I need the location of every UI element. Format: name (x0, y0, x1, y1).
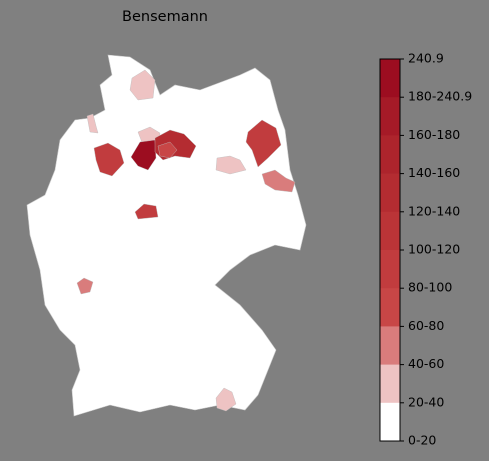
district (157, 141, 178, 159)
country-outline (26, 54, 307, 417)
colorbar-segment (380, 211, 400, 251)
colorbar-label: 80-100 (408, 280, 452, 295)
colorbar-label: 20-40 (408, 394, 444, 409)
germany-map (26, 54, 307, 417)
district (134, 203, 159, 220)
colorbar-segment (380, 173, 400, 213)
colorbar-label: 160-180 (408, 127, 460, 142)
colorbar-frame (379, 58, 401, 442)
colorbar-label: 60-80 (408, 318, 444, 333)
colorbar-segment (380, 326, 400, 365)
colorbar-segment (380, 97, 400, 136)
district (215, 387, 237, 412)
district (261, 169, 296, 193)
district (215, 155, 247, 175)
colorbar-label: 240.9 (408, 51, 444, 66)
map-title: Bensemann (122, 9, 208, 25)
colorbar-segment (380, 288, 400, 327)
district (86, 113, 99, 134)
colorbar-segment (380, 402, 400, 442)
district (245, 119, 282, 168)
colorbar-segment (380, 250, 400, 289)
colorbar-label: 180-240.9 (408, 89, 472, 104)
colorbar: 240.9 180-240.9 160-180 140-160 120-140 100-1… (380, 51, 472, 448)
colorbar-label: 40-60 (408, 356, 444, 371)
district (93, 142, 125, 177)
colorbar-segment (380, 135, 400, 174)
colorbar-segment (380, 364, 400, 404)
district (129, 69, 156, 101)
colorbar-label: 120-140 (408, 203, 460, 218)
colorbar-segment (380, 59, 400, 98)
colorbar-label: 140-160 (408, 165, 460, 180)
colorbar-label: 0-20 (408, 433, 436, 448)
district (76, 277, 94, 295)
colorbar-label: 100-120 (408, 242, 460, 257)
